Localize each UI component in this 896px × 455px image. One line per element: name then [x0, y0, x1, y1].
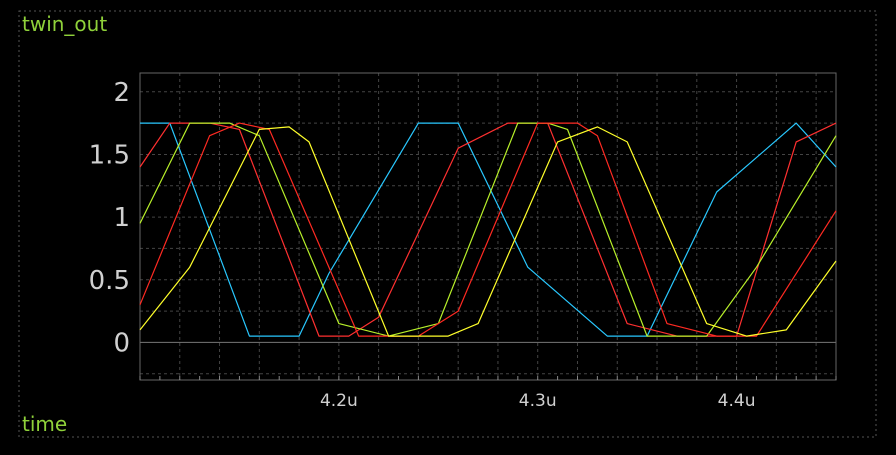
x-axis-label: time: [22, 412, 68, 436]
grid: [139, 73, 836, 380]
y-tick-label: 2: [113, 78, 130, 108]
plot-frame: [139, 72, 837, 381]
chart-title: twin_out: [22, 12, 108, 36]
plot-area-border: [139, 72, 837, 381]
series-line-2: [139, 122, 837, 337]
series-group: [139, 122, 837, 337]
tick-labels: 0 0.5 1 1.5 2 4.2u 4.3u 4.4u: [89, 78, 756, 411]
chart-outer-frame: [18, 10, 877, 438]
y-tick-label: 1.5: [89, 140, 130, 170]
series-line-1: [140, 122, 837, 337]
x-tick-label: 4.3u: [519, 391, 557, 411]
y-tick-label: 0.5: [89, 266, 130, 296]
series-line-5: [139, 126, 837, 337]
y-tick-label: 1: [113, 203, 130, 233]
series-line-4: [139, 122, 837, 337]
x-tick-label: 4.4u: [718, 391, 756, 411]
series-line-3: [139, 122, 837, 337]
y-tick-label: 0: [113, 328, 130, 358]
x-tick-label: 4.2u: [320, 391, 358, 411]
